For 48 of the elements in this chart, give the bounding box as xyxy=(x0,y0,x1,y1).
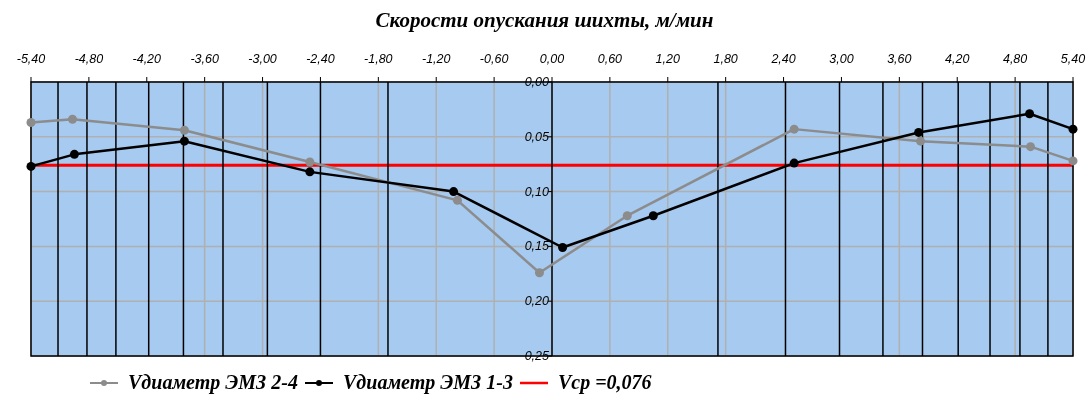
y-tick-label: 0,05 xyxy=(524,129,550,144)
x-tick-label: -2,40 xyxy=(306,52,335,66)
x-tick-label: 3,60 xyxy=(887,52,912,66)
point xyxy=(534,268,544,278)
x-tick-label: -5,40 xyxy=(16,52,46,66)
legend-label: Vдиаметр ЭМЗ 2-4 xyxy=(128,371,298,394)
x-tick-label: 4,20 xyxy=(945,52,970,66)
x-tick-label: -4,20 xyxy=(132,52,162,66)
point xyxy=(1025,109,1035,119)
x-tick-label: 1,20 xyxy=(655,52,680,66)
x-tick-label: -3,60 xyxy=(190,52,219,66)
point xyxy=(1068,124,1078,134)
x-tick-label: -1,80 xyxy=(364,52,393,66)
y-tick-label: 0,10 xyxy=(524,184,550,199)
point xyxy=(179,125,189,135)
point xyxy=(789,124,799,134)
x-tick-label: -3,00 xyxy=(248,52,277,66)
point xyxy=(622,211,632,221)
x-tick-label: 4,80 xyxy=(1002,52,1028,66)
point xyxy=(449,187,459,197)
x-tick-label: -1,20 xyxy=(421,52,451,66)
point xyxy=(305,167,315,177)
point xyxy=(648,211,658,221)
x-tick-label: 5,40 xyxy=(1060,52,1086,66)
y-tick-label: 0,15 xyxy=(524,239,550,254)
y-tick-label: 0,20 xyxy=(524,294,550,309)
point xyxy=(26,118,36,128)
point xyxy=(69,149,79,159)
point xyxy=(67,114,77,124)
x-tick-label: 0,00 xyxy=(539,52,565,66)
legend-label: Vдиаметр ЭМЗ 1-3 xyxy=(343,371,513,394)
point xyxy=(916,136,926,146)
x-tick-label: -0,60 xyxy=(479,52,509,66)
legend-label: Vср =0,076 xyxy=(558,371,652,394)
point xyxy=(452,195,462,205)
x-tick-label: 3,00 xyxy=(829,52,854,66)
point xyxy=(305,157,315,167)
x-tick-label: 1,80 xyxy=(713,52,738,66)
point xyxy=(1026,142,1036,152)
x-tick-label: 2,40 xyxy=(770,52,796,66)
point xyxy=(1068,156,1078,166)
point xyxy=(26,161,36,171)
x-tick-label: 0,60 xyxy=(597,52,623,66)
chart-title: Скорости опускания шихты, м/мин xyxy=(375,8,714,32)
point xyxy=(179,136,189,146)
point xyxy=(789,158,799,168)
point xyxy=(558,243,568,252)
x-tick-label: -4,80 xyxy=(74,52,104,66)
